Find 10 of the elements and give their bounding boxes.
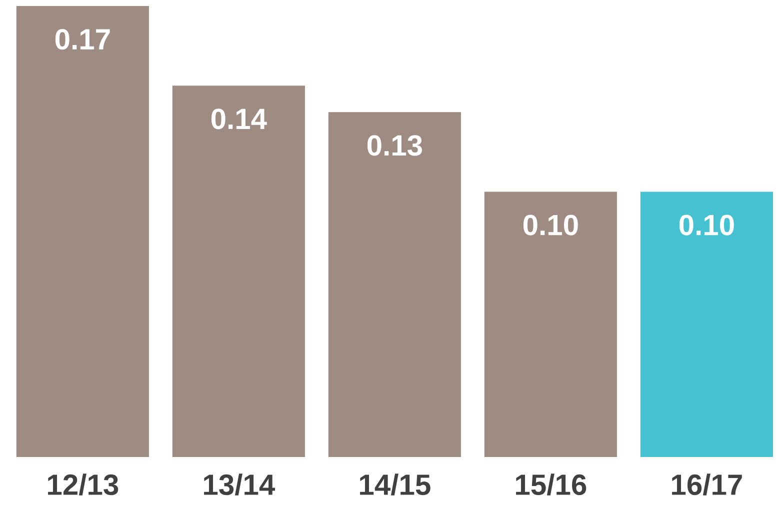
- data-label: 0.14: [211, 108, 267, 130]
- data-label: 0.10: [523, 214, 578, 236]
- x-tick-label: 12/13: [48, 474, 118, 496]
- x-tick-label: 13/14: [204, 474, 276, 496]
- data-label: 0.10: [679, 214, 734, 236]
- data-label: 0.17: [55, 28, 110, 50]
- x-tick-label: 14/15: [360, 474, 430, 496]
- x-tick-label: 15/16: [516, 474, 586, 496]
- x-tick-label: 16/17: [672, 474, 742, 496]
- data-label: 0.13: [367, 135, 422, 156]
